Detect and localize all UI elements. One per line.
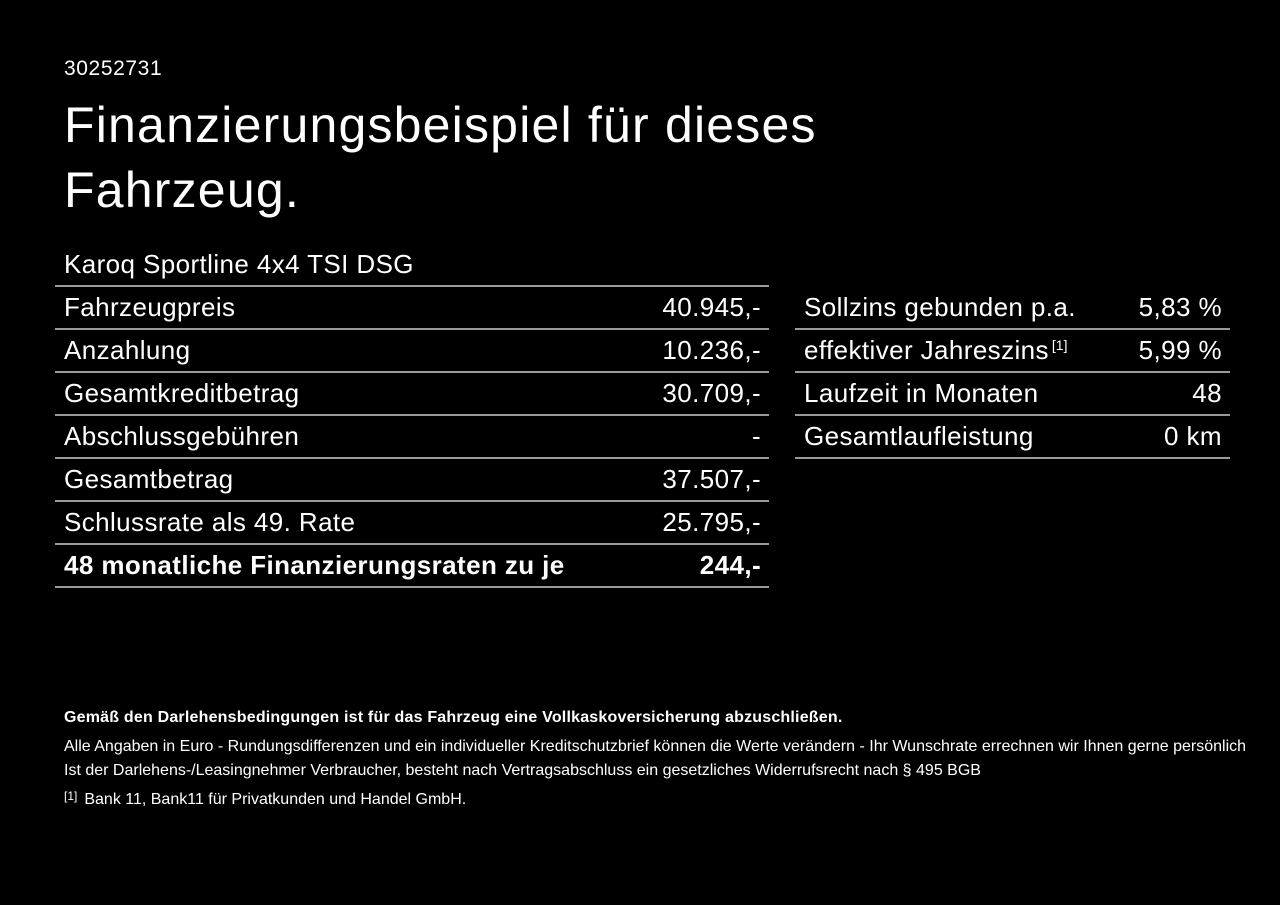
table-row: Gesamtkreditbetrag 30.709,- xyxy=(55,373,769,416)
row-label: 48 monatliche Finanzierungsraten zu je xyxy=(64,550,565,580)
table-row: Fahrzeugpreis 40.945,- xyxy=(55,287,769,330)
table-row: Laufzeit in Monaten 48 xyxy=(795,373,1230,416)
table-row: Abschlussgebühren - xyxy=(55,416,769,459)
table-row: effektiver Jahreszins [1] 5,99 % xyxy=(795,330,1230,373)
table-row: Gesamtbetrag 37.507,- xyxy=(55,459,769,502)
row-value: 25.795,- xyxy=(662,507,761,537)
vehicle-model: Karoq Sportline 4x4 TSI DSG xyxy=(64,249,414,279)
row-label: Laufzeit in Monaten xyxy=(804,378,1039,408)
row-label: Gesamtkreditbetrag xyxy=(64,378,300,408)
offer-id: 30252731 xyxy=(64,57,163,80)
table-row: Gesamtlaufleistung 0 km xyxy=(795,416,1230,459)
footnote-reference: [1] xyxy=(1051,337,1068,353)
row-value: 40.945,- xyxy=(662,292,761,322)
footnote-marker: [1] xyxy=(64,789,78,803)
row-label: Sollzins gebunden p.a. xyxy=(804,292,1076,322)
row-value: 0 km xyxy=(1164,421,1222,451)
row-label: effektiver Jahreszins [1] xyxy=(804,335,1068,366)
row-value: 37.507,- xyxy=(662,464,761,494)
conditions-table: Sollzins gebunden p.a. 5,83 % effektiver… xyxy=(795,287,1230,459)
disclaimer-line-1: Alle Angaben in Euro - Rundungsdifferenz… xyxy=(64,738,1247,755)
row-label: Abschlussgebühren xyxy=(64,421,300,451)
row-label-text: effektiver Jahreszins xyxy=(804,335,1049,365)
footnote-text: Bank 11, Bank11 für Privatkunden und Han… xyxy=(84,791,467,808)
row-value: - xyxy=(751,421,761,451)
row-label: Gesamtlaufleistung xyxy=(804,421,1034,451)
table-row: Schlussrate als 49. Rate 25.795,- xyxy=(55,502,769,545)
row-value: 48 xyxy=(1192,378,1222,408)
row-value: 5,83 % xyxy=(1138,292,1222,322)
monthly-rate-row: 48 monatliche Finanzierungsraten zu je 2… xyxy=(55,545,769,588)
disclaimer-line-2: Ist der Darlehens-/Leasingnehmer Verbrau… xyxy=(64,762,981,779)
insurance-note: Gemäß den Darlehensbedingungen ist für d… xyxy=(64,709,843,726)
table-row: Sollzins gebunden p.a. 5,83 % xyxy=(795,287,1230,330)
row-value: 30.709,- xyxy=(662,378,761,408)
footnote: [1] Bank 11, Bank11 für Privatkunden und … xyxy=(64,789,466,809)
row-value: 244,- xyxy=(699,550,761,580)
vehicle-model-row: Karoq Sportline 4x4 TSI DSG xyxy=(55,244,769,287)
row-label: Schlussrate als 49. Rate xyxy=(64,507,356,537)
row-label: Gesamtbetrag xyxy=(64,464,234,494)
financing-table: Karoq Sportline 4x4 TSI DSG Fahrzeugprei… xyxy=(55,244,769,588)
table-row: Anzahlung 10.236,- xyxy=(55,330,769,373)
row-value: 5,99 % xyxy=(1138,335,1222,365)
page-title: Finanzierungsbeispiel für dieses Fahrzeu… xyxy=(64,97,817,218)
row-label: Anzahlung xyxy=(64,335,191,365)
row-value: 10.236,- xyxy=(662,335,761,365)
row-label: Fahrzeugpreis xyxy=(64,292,236,322)
